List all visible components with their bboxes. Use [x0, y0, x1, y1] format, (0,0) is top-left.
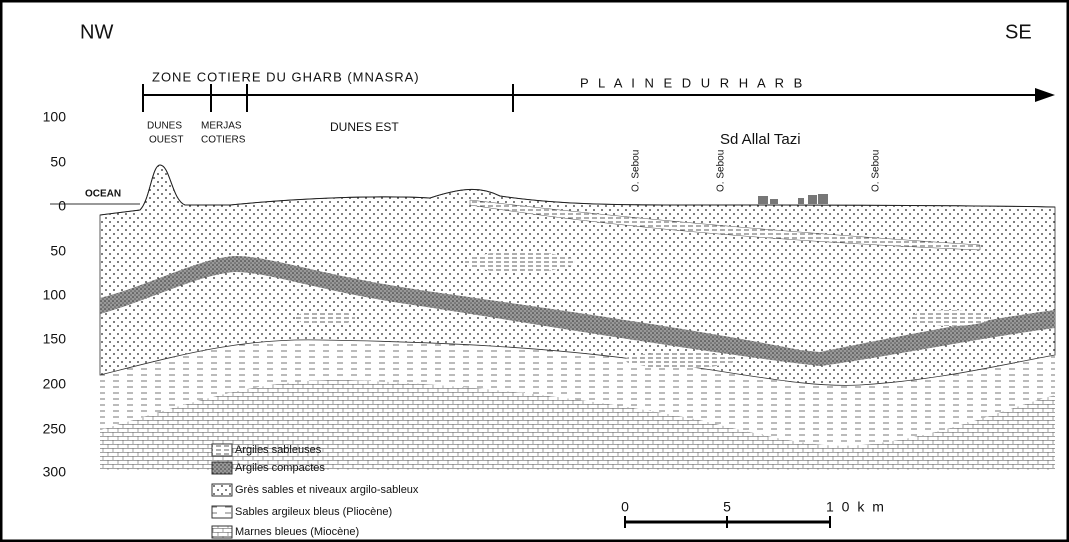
- axis-label: 50: [50, 154, 66, 170]
- legend-swatch: [212, 506, 232, 518]
- legend-swatch: [212, 444, 232, 456]
- direction-left: NW: [80, 21, 113, 43]
- scale-label: 1 0 k m: [826, 499, 886, 515]
- axis-label: 200: [43, 376, 67, 392]
- scale-label: 0: [621, 499, 629, 515]
- cross-section: NW SE ZONE COTIERE DU GHARB (MNASRA) P L…: [0, 0, 1069, 542]
- axis-label: 250: [43, 421, 67, 437]
- lens-argile: [910, 310, 990, 326]
- zone-label: P L A I N E D U R H A R B: [580, 75, 805, 90]
- legend-label: Argiles sableuses: [235, 444, 322, 456]
- legend-label: Marnes bleues (Miocène): [235, 526, 359, 538]
- axis-label: 0: [58, 198, 66, 214]
- axis-label: 100: [43, 109, 67, 125]
- legend-label: Argiles compactes: [235, 462, 325, 474]
- axis-label: 300: [43, 464, 67, 480]
- river-label: O. Sebou: [631, 150, 642, 192]
- axis-label: 50: [50, 243, 66, 259]
- lens-argile: [465, 252, 575, 272]
- legend-swatch: [212, 484, 232, 496]
- site-label: DUNES EST: [330, 120, 399, 134]
- legend-label: Grès sables et niveaux argilo-sableux: [235, 484, 419, 496]
- river-label: O. Sebou: [716, 150, 727, 192]
- scale-label: 5: [723, 499, 731, 515]
- zone-label: ZONE COTIERE DU GHARB (MNASRA): [152, 69, 420, 84]
- lens-argile: [625, 352, 735, 368]
- ocean-label: OCEAN: [85, 189, 121, 200]
- legend-label: Sables argileux bleus (Pliocène): [235, 506, 392, 518]
- direction-right: SE: [1005, 21, 1032, 43]
- site-label: COTIERS: [201, 135, 246, 146]
- site-label: DUNES: [147, 121, 182, 132]
- axis-label: 150: [43, 331, 67, 347]
- site-label: MERJAS: [201, 121, 242, 132]
- legend-swatch: [212, 462, 232, 474]
- site-label: OUEST: [149, 135, 183, 146]
- river-label: O. Sebou: [871, 150, 882, 192]
- lens-argile: [295, 311, 355, 325]
- town-label: Sd Allal Tazi: [720, 131, 801, 148]
- axis-label: 100: [43, 287, 67, 303]
- legend-swatch: [212, 526, 232, 538]
